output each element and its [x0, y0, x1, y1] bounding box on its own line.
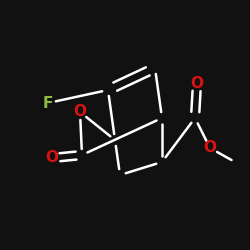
Text: O: O — [46, 150, 59, 166]
Text: O: O — [190, 76, 203, 90]
Text: O: O — [204, 140, 216, 156]
Text: F: F — [43, 96, 53, 110]
Text: O: O — [74, 104, 86, 120]
